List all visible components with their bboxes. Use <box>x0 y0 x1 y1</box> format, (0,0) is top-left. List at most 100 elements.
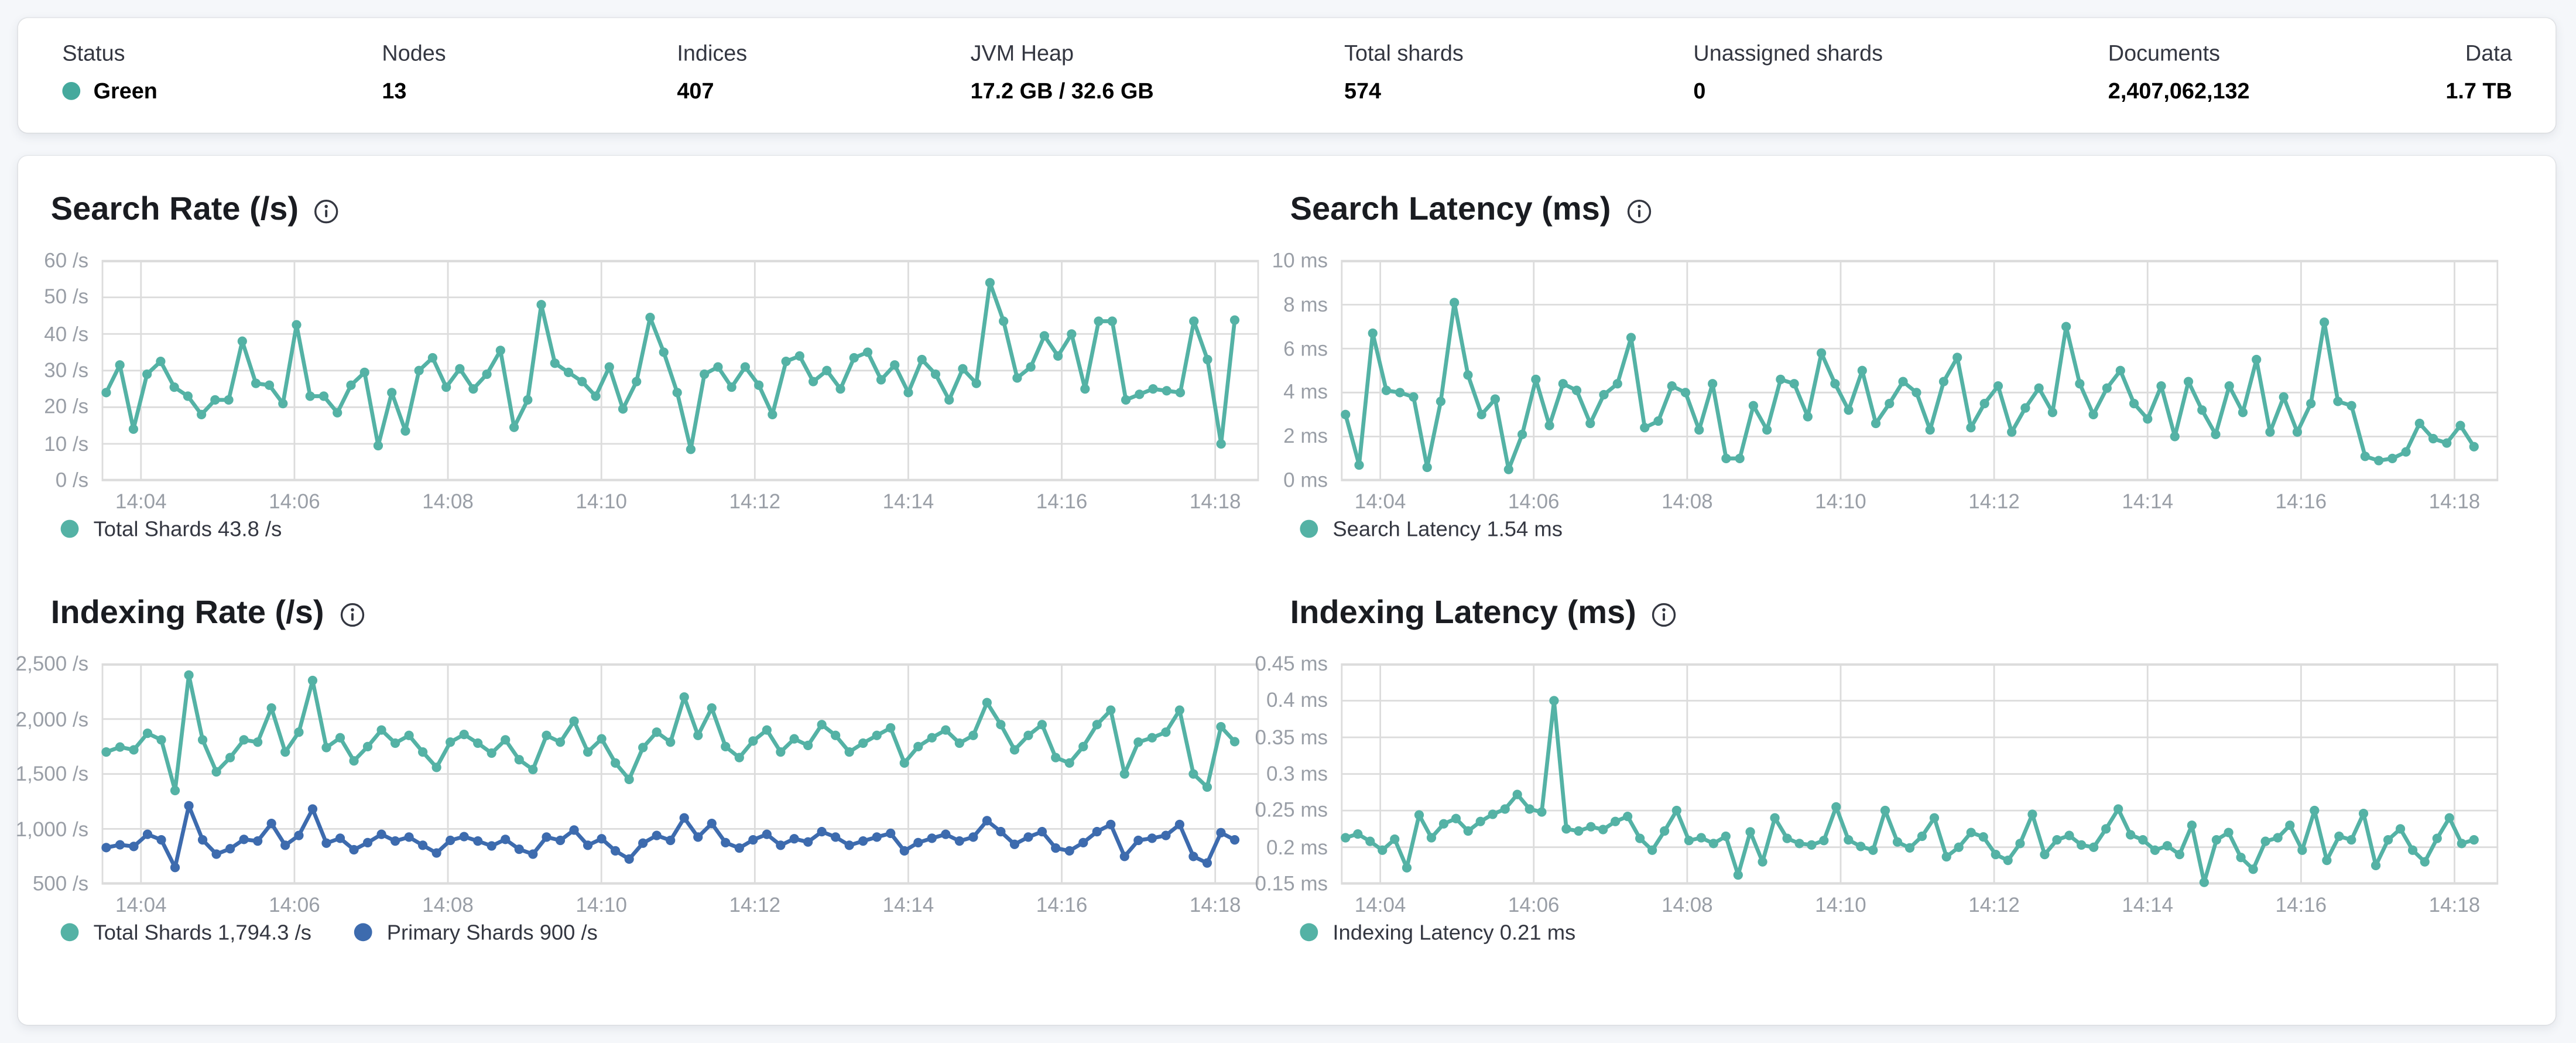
y-axis-tick-label: 10 /s <box>44 432 89 456</box>
y-axis-tick-label: 20 /s <box>44 395 89 419</box>
x-axis-tick-label: 14:06 <box>1508 490 1560 514</box>
y-axis-tick-label: 0.3 ms <box>1266 762 1328 786</box>
x-axis-labels: 14:04 14:06 14:08 14:10 14:12 14:14 14:16 14:18 <box>1341 894 2498 918</box>
legend-label: Primary Shards 900 /s <box>386 919 598 945</box>
legend-item[interactable]: Total Shards 1,794.3 /s <box>60 919 311 945</box>
legend-item[interactable]: Search Latency 1.54 ms <box>1300 517 1563 541</box>
x-axis-tick-label: 14:08 <box>1662 894 1713 917</box>
legend-label: Indexing Latency 0.21 ms <box>1332 919 1576 945</box>
info-icon[interactable] <box>313 199 340 225</box>
y-axis-tick-label: 1,500 /s <box>15 762 89 786</box>
x-axis-labels: 14:04 14:06 14:08 14:10 14:12 14:14 14:16 14:18 <box>102 490 1259 515</box>
stat-label: Unassigned shards <box>1693 41 1883 66</box>
legend-item[interactable]: Primary Shards 900 /s <box>354 920 598 945</box>
chart-plot-area[interactable] <box>1341 259 2499 481</box>
stat-value: 17.2 GB / 32.6 GB <box>970 78 1154 104</box>
y-axis-tick-label: 30 /s <box>44 359 89 382</box>
x-axis-labels: 14:04 14:06 14:08 14:10 14:12 14:14 14:16 14:18 <box>102 894 1259 918</box>
y-axis-tick-label: 0.2 ms <box>1266 836 1328 859</box>
stat-label: Status <box>62 41 125 66</box>
x-axis-tick-label: 14:08 <box>1662 490 1713 514</box>
info-icon[interactable] <box>1651 602 1677 628</box>
metrics-panel: Search Rate (/s) 60 /s 50 /s 40 /s 30 /s 20 … <box>15 156 2557 1025</box>
stat-value: 0 <box>1693 78 1706 104</box>
chart-title-text: Search Rate (/s) <box>50 191 299 227</box>
y-axis-tick-label: 6 ms <box>1283 337 1328 360</box>
legend-dot-icon <box>1300 923 1318 942</box>
x-axis-tick-label: 14:12 <box>1968 490 2020 514</box>
chart-title: Indexing Rate (/s) <box>51 592 365 635</box>
y-axis-tick-label: 0.25 ms <box>1255 799 1328 822</box>
legend-label: Total Shards 1,794.3 /s <box>93 919 311 945</box>
x-axis-tick-label: 14:14 <box>2122 894 2174 917</box>
chart-legend: Search Latency 1.54 ms <box>1300 517 1563 541</box>
indexing-rate-chart: Indexing Rate (/s) 2,500 /s 2,000 /s 1,500… <box>15 592 1287 996</box>
x-axis-tick-label: 14:04 <box>1354 894 1406 917</box>
stat-value: Green <box>93 78 157 104</box>
y-axis-tick-label: 0 ms <box>1283 469 1328 492</box>
x-axis-tick-label: 14:10 <box>576 894 627 917</box>
x-axis-tick-label: 14:12 <box>729 894 781 917</box>
chart-title-text: Search Latency (ms) <box>1290 191 1611 227</box>
legend-label: Total Shards 43.8 /s <box>93 517 282 541</box>
x-axis-tick-label: 14:08 <box>422 490 474 514</box>
x-axis-tick-label: 14:06 <box>1508 894 1560 917</box>
info-icon[interactable] <box>339 602 365 628</box>
y-axis-tick-label: 0.15 ms <box>1255 872 1328 895</box>
x-axis-tick-label: 14:18 <box>2428 490 2481 514</box>
x-axis-tick-label: 14:04 <box>1354 490 1406 514</box>
x-axis-tick-label: 14:06 <box>269 894 320 917</box>
stat-value: 407 <box>677 78 714 104</box>
x-axis-tick-label: 14:18 <box>2428 894 2481 917</box>
y-axis-tick-label: 0 /s <box>55 469 89 492</box>
legend-item[interactable]: Total Shards 43.8 /s <box>60 517 282 541</box>
chart-plot-area[interactable] <box>101 259 1259 481</box>
stat-label: Nodes <box>382 41 446 66</box>
stat-label: Documents <box>2108 41 2220 66</box>
x-axis-tick-label: 14:14 <box>882 894 934 917</box>
y-axis-tick-label: 2,500 /s <box>15 652 89 676</box>
legend-dot-icon <box>60 923 79 942</box>
x-axis-tick-label: 14:14 <box>882 490 934 514</box>
x-axis-tick-label: 14:16 <box>2275 894 2327 917</box>
y-axis-tick-label: 0.45 ms <box>1255 652 1328 676</box>
y-axis-tick-label: 40 /s <box>44 322 89 346</box>
chart-legend: Indexing Latency 0.21 ms <box>1300 920 1575 945</box>
x-axis-labels: 14:04 14:06 14:08 14:10 14:12 14:14 14:16 14:18 <box>1341 490 2498 515</box>
status-green-dot-icon <box>62 82 81 100</box>
y-axis-tick-label: 8 ms <box>1283 293 1328 316</box>
legend-dot-icon <box>354 923 372 942</box>
legend-item[interactable]: Indexing Latency 0.21 ms <box>1300 920 1575 945</box>
stat-value: 1.7 TB <box>2445 78 2512 104</box>
x-axis-tick-label: 14:10 <box>1815 894 1866 917</box>
stat-label: Indices <box>677 41 748 66</box>
y-axis-tick-label: 1,000 /s <box>15 817 89 840</box>
y-axis-labels: 10 ms 8 ms 6 ms 4 ms 2 ms 0 ms <box>1258 249 1328 492</box>
y-axis-tick-label: 2 ms <box>1283 425 1328 448</box>
x-axis-tick-label: 14:10 <box>576 490 627 514</box>
x-axis-tick-label: 14:14 <box>2122 490 2174 514</box>
chart-legend: Total Shards 43.8 /s <box>60 517 282 541</box>
chart-legend: Total Shards 1,794.3 /s Primary Shards 90… <box>60 919 598 945</box>
y-axis-tick-label: 2,000 /s <box>15 707 89 731</box>
x-axis-tick-label: 14:12 <box>729 490 781 514</box>
x-axis-tick-label: 14:10 <box>1815 490 1866 514</box>
legend-dot-icon <box>1300 519 1318 538</box>
search-rate-chart: Search Rate (/s) 60 /s 50 /s 40 /s 30 /s 20 … <box>18 189 1287 592</box>
chart-plot-area[interactable] <box>101 663 1259 885</box>
y-axis-labels: 0.45 ms 0.4 ms 0.35 ms 0.3 ms 0.25 ms 0.2 ms 0… <box>1255 652 1328 895</box>
cluster-status-bar: Status Green Nodes 13 Indices 407 JVM He… <box>18 18 2557 133</box>
x-axis-tick-label: 14:16 <box>1036 490 1088 514</box>
chart-title: Indexing Latency (ms) <box>1290 592 1677 635</box>
stat-label: JVM Heap <box>970 41 1074 66</box>
y-axis-tick-label: 0.35 ms <box>1255 726 1328 749</box>
chart-plot-area[interactable] <box>1341 663 2499 887</box>
stat-value: 574 <box>1344 78 1382 104</box>
x-axis-tick-label: 14:08 <box>422 894 474 917</box>
chart-title: Search Latency (ms) <box>1290 189 1652 231</box>
stat-value: 13 <box>382 78 407 104</box>
search-latency-chart: Search Latency (ms) 10 ms 8 ms 6 ms 4 ms 2 m… <box>1258 189 2526 592</box>
info-icon[interactable] <box>1626 199 1652 225</box>
y-axis-labels: 60 /s 50 /s 40 /s 30 /s 20 /s 10 /s 0 /s <box>18 249 89 492</box>
